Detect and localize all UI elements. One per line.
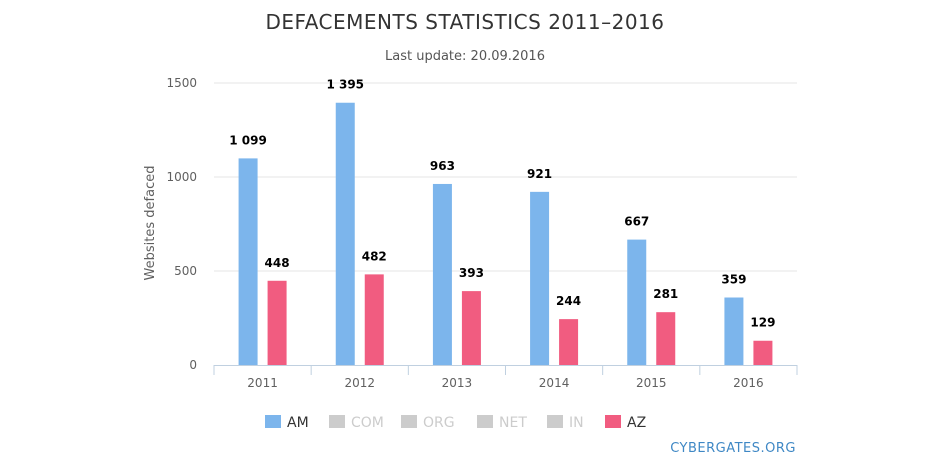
legend-label: COM bbox=[351, 415, 384, 431]
data-label-az: 129 bbox=[750, 316, 775, 330]
bar-am[interactable] bbox=[335, 102, 355, 366]
legend-label: AZ bbox=[627, 415, 646, 431]
x-axis: 2011 2012 2013 2014 2015 2016 bbox=[213, 365, 798, 390]
data-labels: 1 099 1 395 963 921 667 359 448 482 393 244 281 129 bbox=[229, 78, 775, 330]
y-tick-label: 0 bbox=[189, 358, 197, 372]
legend-swatch bbox=[401, 415, 417, 428]
bar-az[interactable] bbox=[559, 319, 579, 365]
legend-item-org[interactable]: ORG bbox=[401, 415, 455, 431]
bar-am[interactable] bbox=[724, 297, 744, 365]
legend-item-in[interactable]: IN bbox=[547, 415, 584, 431]
data-label-az: 244 bbox=[556, 294, 581, 308]
data-label-az: 482 bbox=[362, 249, 387, 263]
data-label-az: 393 bbox=[459, 266, 484, 280]
y-tick-label: 1000 bbox=[166, 170, 197, 184]
legend-swatch bbox=[265, 415, 281, 428]
data-label-az: 281 bbox=[653, 287, 678, 301]
legend-swatch bbox=[329, 415, 345, 428]
legend-label: IN bbox=[569, 415, 584, 431]
legend-label: NET bbox=[499, 415, 527, 431]
data-label-am: 667 bbox=[624, 215, 649, 229]
x-tick-label: 2012 bbox=[344, 376, 375, 390]
chart-subtitle: Last update: 20.09.2016 bbox=[385, 49, 545, 64]
bar-am[interactable] bbox=[530, 191, 550, 365]
legend-item-com[interactable]: COM bbox=[329, 415, 384, 431]
bar-az[interactable] bbox=[656, 312, 676, 365]
y-axis-label: Websites defaced bbox=[143, 166, 158, 281]
bar-am[interactable] bbox=[238, 158, 258, 365]
legend: AM COM ORG NET IN AZ bbox=[265, 415, 646, 431]
chart-title: DEFACEMENTS STATISTICS 2011–2016 bbox=[266, 10, 665, 34]
data-label-az: 448 bbox=[265, 256, 290, 270]
legend-swatch bbox=[547, 415, 563, 428]
y-tick-label: 1500 bbox=[166, 76, 197, 90]
legend-item-am[interactable]: AM bbox=[265, 415, 309, 431]
data-label-am: 1 395 bbox=[326, 78, 364, 92]
data-label-am: 359 bbox=[721, 273, 746, 287]
legend-swatch bbox=[477, 415, 493, 428]
bar-az[interactable] bbox=[753, 340, 773, 365]
bar-am[interactable] bbox=[432, 183, 452, 365]
x-tick-label: 2016 bbox=[733, 376, 764, 390]
legend-item-az[interactable]: AZ bbox=[605, 415, 646, 431]
x-tick-label: 2011 bbox=[247, 376, 278, 390]
bar-az[interactable] bbox=[461, 291, 481, 365]
bar-az[interactable] bbox=[267, 280, 287, 365]
bar-az[interactable] bbox=[364, 274, 384, 365]
gridlines: 0 500 1000 1500 bbox=[166, 76, 797, 372]
y-tick-label: 500 bbox=[174, 264, 197, 278]
x-tick-label: 2014 bbox=[539, 376, 570, 390]
legend-item-net[interactable]: NET bbox=[477, 415, 527, 431]
legend-label: AM bbox=[287, 415, 309, 431]
legend-swatch bbox=[605, 415, 621, 428]
legend-label: ORG bbox=[423, 415, 455, 431]
data-label-am: 1 099 bbox=[229, 133, 267, 147]
data-label-am: 921 bbox=[527, 167, 552, 181]
credit-link[interactable]: CYBERGATES.ORG bbox=[670, 441, 796, 456]
x-tick-label: 2013 bbox=[442, 376, 473, 390]
x-tick-label: 2015 bbox=[636, 376, 667, 390]
data-label-am: 963 bbox=[430, 159, 455, 173]
bar-am[interactable] bbox=[627, 239, 647, 365]
bars bbox=[238, 102, 773, 366]
